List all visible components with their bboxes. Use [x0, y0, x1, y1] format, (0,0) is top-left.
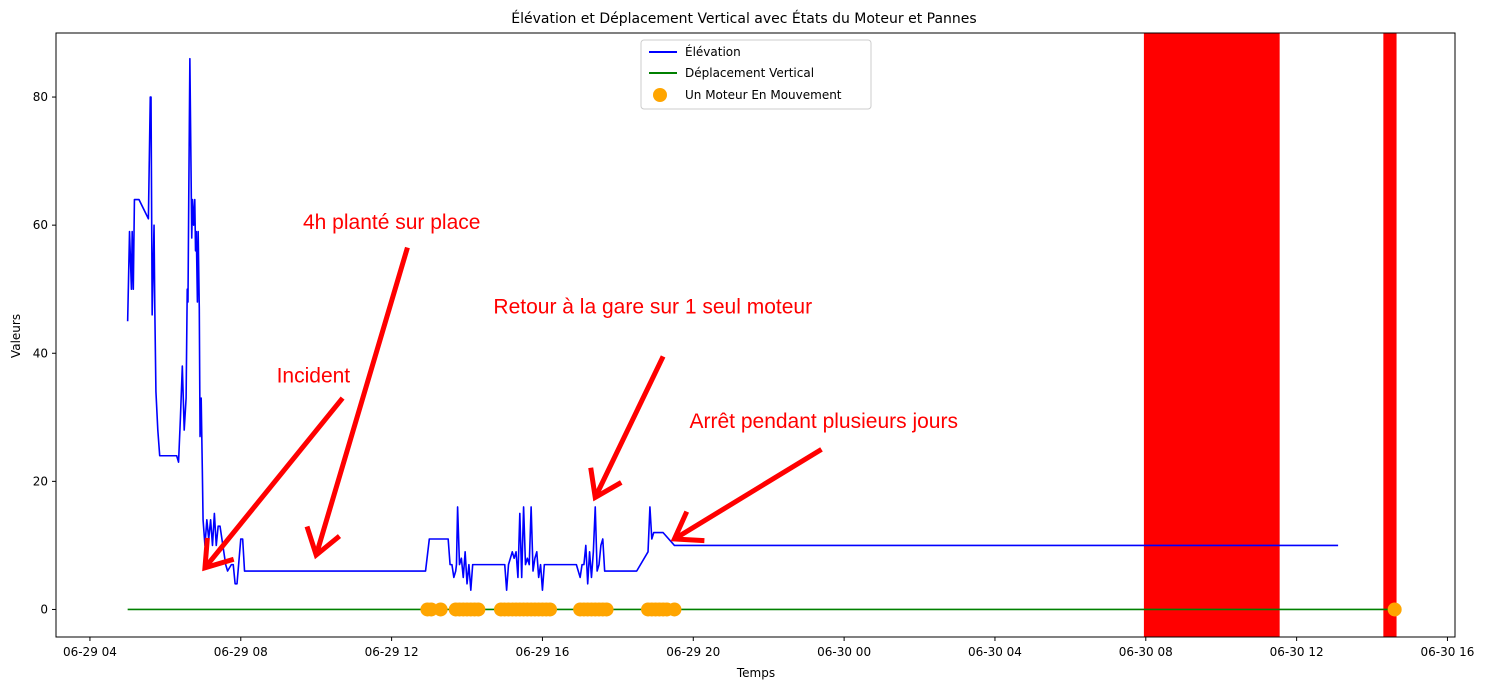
x-tick-label: 06-30 04 — [968, 645, 1022, 659]
x-tick-label: 06-29 12 — [365, 645, 419, 659]
fault-spans — [1143, 33, 1397, 637]
x-tick-label: 06-29 08 — [214, 645, 268, 659]
legend-box — [640, 39, 872, 110]
annotation-arrow-shaft-3 — [673, 447, 823, 542]
annotation-text-3: Arrêt pendant plusieurs jours — [690, 410, 958, 433]
annotation-text-1: Incident — [277, 365, 351, 388]
chart-title: Élévation et Déplacement Vertical avec É… — [511, 10, 976, 27]
annotation-arrow-head-1 — [202, 537, 235, 572]
legend-swatch-engine-moving — [653, 88, 667, 102]
x-tick-label: 06-30 08 — [1119, 645, 1173, 659]
scatter-point — [542, 602, 557, 617]
annotation-arrow-head-0 — [304, 525, 342, 560]
y-tick-label: 80 — [33, 90, 48, 104]
x-axis-label: Temps — [736, 666, 775, 680]
y-axis-label: Valeurs — [9, 314, 23, 358]
scatter-point — [667, 602, 682, 617]
y-tick-label: 60 — [33, 218, 48, 232]
legend-entry-engine-moving: Un Moteur En Mouvement — [685, 88, 842, 102]
x-tick-label: 06-29 20 — [666, 645, 720, 659]
x-tick-label: 06-30 12 — [1270, 645, 1324, 659]
x-tick-label: 06-30 00 — [817, 645, 871, 659]
annotation-text-0: 4h planté sur place — [303, 211, 480, 234]
x-tick-label: 06-30 16 — [1420, 645, 1474, 659]
scatter-point — [1387, 602, 1402, 617]
axes: 06-29 04 06-29 08 06-29 12 06-29 16 06-29 20… — [33, 32, 1474, 659]
annotation-arrow-shaft-2 — [592, 355, 666, 499]
legend-entry-elevation: Élévation — [685, 44, 741, 59]
scatter-point — [471, 602, 486, 617]
annotation-arrow-head-3 — [670, 510, 705, 544]
y-tick-label: 20 — [33, 474, 48, 488]
annotations: 4h planté sur place Incident Retour à la g… — [202, 211, 958, 572]
fault-span-1 — [1383, 33, 1397, 637]
annotation-arrow-shaft-0 — [313, 246, 410, 556]
annotation-text-2: Retour à la gare sur 1 seul moteur — [493, 296, 812, 319]
x-tick-label: 06-29 04 — [63, 645, 117, 659]
annotation-arrow-shaft-1 — [203, 396, 345, 570]
legend: Élévation Déplacement Vertical Un Moteur… — [640, 39, 872, 110]
series-line-0 — [126, 57, 1339, 592]
y-tick-label: 0 — [40, 602, 48, 616]
fault-span-0 — [1143, 33, 1280, 637]
legend-entry-vertical-displacement: Déplacement Vertical — [685, 66, 814, 80]
series-layer — [126, 57, 1402, 617]
scatter-point — [433, 602, 448, 617]
scatter-point — [599, 602, 614, 617]
annotation-arrow-head-2 — [588, 467, 623, 502]
plot-frame — [55, 32, 1456, 638]
y-tick-label: 40 — [33, 346, 48, 360]
x-tick-label: 06-29 16 — [515, 645, 569, 659]
